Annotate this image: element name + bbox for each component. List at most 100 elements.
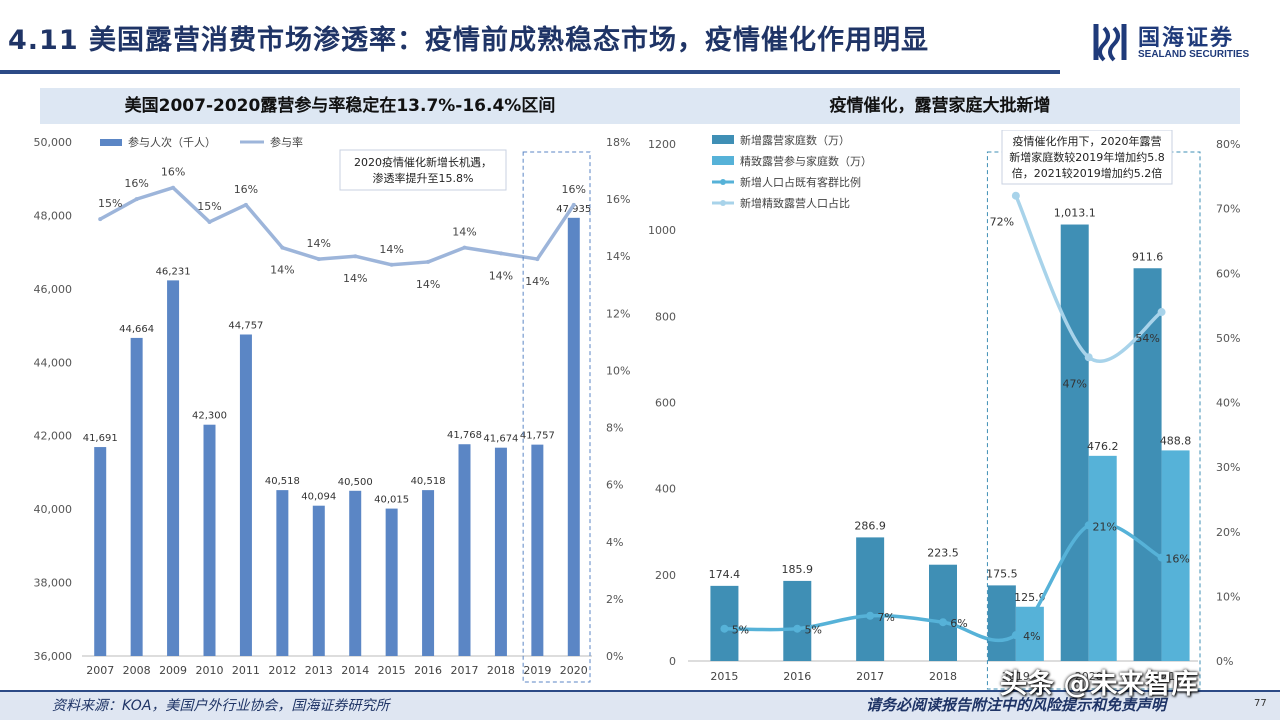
line-data-label: 14%	[489, 269, 513, 282]
annotation-text-line: 新增家庭数较2019年增加约5.8	[1009, 150, 1165, 164]
bar-new-households	[929, 564, 957, 661]
bar-new-households	[710, 585, 739, 661]
y-right-tick-label: 10%	[606, 364, 630, 377]
annotation-box	[1001, 130, 1173, 185]
y-left-tick-label: 44,000	[34, 356, 73, 369]
y-left-tick-label: 50,000	[34, 136, 73, 149]
footer: 资料来源：KOA，美国户外行业协会，国海证券研究所 请务必阅读报告附注中的风险提…	[0, 690, 1280, 720]
annotation-text-line1: 2020疫情催化新增长机遇，	[354, 155, 492, 169]
bar-data-label: 40,094	[301, 492, 336, 503]
y-right-tick-label: 16%	[606, 193, 630, 206]
y-right-tick-label: 60%	[1216, 267, 1240, 280]
legend-label-rate: 参与率	[270, 135, 303, 149]
x-tick-label: 2017	[856, 670, 884, 683]
y-left-tick-label: 40,000	[34, 503, 73, 516]
x-tick-label: 2013	[305, 664, 333, 677]
legend-new-households-swatch	[712, 135, 734, 144]
bar-data-label: 488.8	[1160, 434, 1192, 447]
line-point	[171, 185, 176, 190]
page-number: 77	[1254, 698, 1267, 709]
x-tick-label: 2007	[86, 664, 114, 677]
source-note: 资料来源：KOA，美国户外行业协会，国海证券研究所	[52, 698, 390, 714]
left-chart-title: 美国2007-2020露营参与率稳定在13.7%-16.4%区间	[40, 88, 640, 124]
line-point	[498, 251, 503, 256]
line-data-label: 6%	[950, 617, 967, 630]
bar-data-label: 40,015	[374, 495, 409, 506]
bar-data-label: 44,757	[228, 320, 263, 331]
x-tick-label: 2016	[414, 664, 442, 677]
line-point	[426, 259, 431, 264]
y-left-tick-label: 400	[655, 483, 676, 496]
x-tick-label: 2017	[451, 664, 479, 677]
bar-participants	[167, 280, 180, 656]
y-right-tick-label: 0%	[606, 650, 623, 663]
bar-data-label: 1,013.1	[1054, 207, 1096, 220]
line-data-label: 16%	[124, 177, 148, 190]
y-right-tick-label: 4%	[606, 536, 623, 549]
y-right-tick-label: 70%	[1216, 203, 1240, 216]
sealand-logo-icon	[1093, 24, 1127, 62]
x-tick-label: 2020	[1075, 670, 1103, 683]
y-right-tick-label: 30%	[1216, 461, 1240, 474]
bar-participants	[494, 447, 507, 656]
line-point	[1157, 553, 1166, 562]
y-left-tick-label: 42,000	[34, 430, 73, 443]
bar-data-label: 46,231	[156, 266, 191, 277]
y-right-tick-label: 8%	[606, 422, 623, 435]
line-data-label: 72%	[990, 216, 1014, 229]
line-data-label: 15%	[98, 197, 122, 210]
bar-participants	[531, 444, 544, 656]
y-right-tick-label: 2%	[606, 593, 623, 606]
bar-participants	[312, 505, 325, 656]
line-data-label: 47%	[1062, 377, 1086, 390]
highlight-box-2019-2020	[522, 151, 591, 683]
line-data-label: 15%	[197, 200, 221, 213]
line-point	[1011, 191, 1020, 200]
line-data-label: 16%	[234, 183, 258, 196]
y-left-tick-label: 38,000	[34, 577, 73, 590]
legend-swatch-participants	[100, 139, 122, 146]
bar-data-label: 40,518	[411, 476, 446, 487]
bar-data-label: 41,674	[483, 434, 518, 445]
x-tick-label: 2010	[196, 664, 224, 677]
bar-glamping-households	[1088, 455, 1117, 661]
bar-participants	[130, 337, 143, 656]
y-right-tick-label: 6%	[606, 479, 623, 492]
logo-text-cn: 国海证券	[1138, 26, 1235, 51]
x-tick-label: 2015	[710, 670, 738, 683]
line-data-label: 5%	[732, 624, 749, 637]
y-left-tick-label: 46,000	[34, 283, 73, 296]
bar-data-label: 41,768	[447, 430, 482, 441]
y-left-tick-label: 48,000	[34, 209, 73, 222]
line-point	[1084, 353, 1093, 362]
new-households-chart: 0 200 400 600 800 1000 1200 0% 10% 20% 30% 40% 50% 60…	[648, 130, 1240, 690]
footer-rule	[0, 690, 1280, 692]
line-point	[939, 618, 947, 627]
legend-glamping-share-label: 新增精致露营人口占比	[740, 196, 850, 210]
bar-data-label: 174.4	[709, 568, 741, 581]
line-point	[1084, 521, 1093, 530]
bar-data-label: 476.2	[1087, 440, 1119, 453]
line-data-label: 5%	[805, 624, 822, 637]
x-tick-label: 2014	[341, 664, 369, 677]
bar-data-label: 44,664	[119, 324, 154, 335]
line-data-label: 4%	[1023, 630, 1040, 643]
y-left-tick-label: 600	[655, 397, 676, 410]
bar-participants	[567, 217, 580, 656]
y-right-tick-label: 80%	[1216, 138, 1240, 151]
title-rule	[0, 70, 1060, 74]
y-right-tick-label: 50%	[1216, 332, 1240, 345]
x-tick-label: 2020	[560, 664, 588, 677]
bar-new-households	[783, 580, 812, 661]
legend-new-population-share-swatch-marker	[720, 179, 726, 185]
annotation-text-line2: 渗透率提升至15.8%	[373, 171, 474, 185]
bar-glamping-households	[1161, 450, 1190, 661]
bar-data-label: 223.5	[927, 547, 959, 560]
bar-glamping-households	[1015, 606, 1044, 661]
legend-glamping-share-swatch-marker	[720, 200, 726, 206]
bar-data-label: 286.9	[854, 519, 886, 532]
line-data-label: 14%	[270, 264, 294, 277]
bar-data-label: 125.9	[1014, 591, 1046, 604]
line-data-label: 14%	[307, 237, 331, 250]
x-tick-label: 2018	[487, 664, 515, 677]
